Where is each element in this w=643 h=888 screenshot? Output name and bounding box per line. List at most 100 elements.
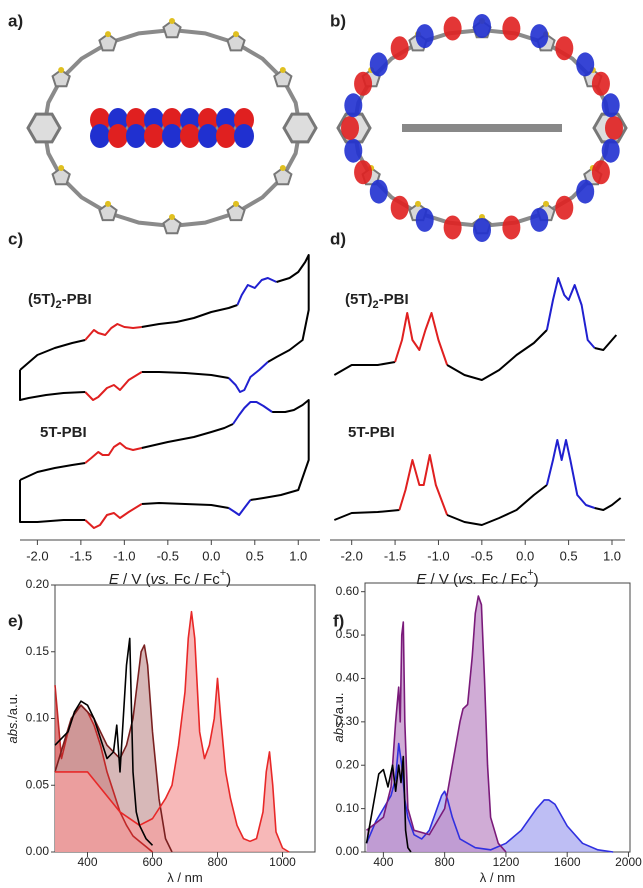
line bbox=[547, 278, 595, 348]
y-tick-label: 0.00 bbox=[26, 844, 50, 858]
y-tick-label: 0.20 bbox=[26, 577, 50, 591]
y-axis-label: abs./a.u. bbox=[5, 694, 20, 744]
orbital-lobe bbox=[216, 124, 236, 148]
annotation: (5T)2-PBI bbox=[28, 291, 92, 311]
panel-label: d) bbox=[330, 229, 346, 248]
orbital-lobe bbox=[576, 52, 594, 76]
x-tick-label: 1.0 bbox=[289, 548, 307, 563]
figure: a) b) c)-2.0-1.5-1.0-0.50.00.51.0E / V (… bbox=[0, 0, 643, 888]
label-part: -PBI bbox=[62, 291, 92, 308]
line bbox=[334, 510, 399, 520]
orbital-lobe bbox=[473, 14, 491, 38]
y-axis-label: abs./a.u. bbox=[331, 693, 346, 743]
label-part: λ / nm bbox=[480, 870, 515, 885]
label-part: /a.u. bbox=[5, 694, 20, 719]
x-axis-label: λ / nm bbox=[167, 870, 202, 885]
line bbox=[447, 330, 547, 380]
line bbox=[595, 335, 617, 350]
orbital-lobe bbox=[502, 17, 520, 41]
line bbox=[547, 440, 595, 508]
x-tick-label: 1600 bbox=[554, 855, 581, 869]
orbital-lobe bbox=[530, 24, 548, 48]
panel-label: b) bbox=[330, 11, 346, 30]
label-part: λ / nm bbox=[167, 870, 202, 885]
annotation: (5T)2-PBI bbox=[345, 291, 409, 311]
orbital-lobe bbox=[370, 52, 388, 76]
molecule bbox=[338, 14, 626, 242]
line bbox=[229, 500, 251, 515]
orbital-lobe bbox=[108, 124, 128, 148]
line bbox=[85, 504, 142, 528]
orbital-lobe bbox=[502, 215, 520, 239]
pbi-core bbox=[402, 124, 562, 132]
y-tick-label: 0.00 bbox=[336, 844, 360, 858]
line bbox=[237, 278, 276, 305]
orbital-lobe bbox=[391, 36, 409, 60]
orbital-lobe bbox=[144, 124, 164, 148]
line bbox=[142, 305, 238, 327]
line bbox=[334, 362, 395, 375]
orbital-lobe bbox=[370, 180, 388, 204]
label-part: Fc / Fc bbox=[477, 571, 527, 588]
label-part: vs. bbox=[458, 571, 477, 588]
orbital-lobe bbox=[416, 24, 434, 48]
x-tick-label: -1.0 bbox=[113, 548, 135, 563]
orbital-lobe bbox=[602, 93, 620, 117]
label-part: / V ( bbox=[426, 571, 458, 588]
orbital-lobe bbox=[90, 124, 110, 148]
sulfur-atom bbox=[105, 201, 111, 207]
line bbox=[268, 255, 309, 362]
line bbox=[20, 480, 85, 522]
x-tick-label: -1.5 bbox=[70, 548, 92, 563]
sulfur-atom bbox=[280, 165, 286, 171]
benzene-ring bbox=[28, 114, 60, 142]
line bbox=[20, 463, 85, 480]
line bbox=[85, 443, 142, 463]
sulfur-atom bbox=[233, 31, 239, 37]
orbital-lobe bbox=[354, 160, 372, 184]
x-tick-label: 800 bbox=[435, 855, 455, 869]
label-part: abs. bbox=[331, 718, 346, 743]
sulfur-atom bbox=[105, 31, 111, 37]
x-axis-label: E / V (vs. Fc / Fc+) bbox=[416, 567, 538, 588]
x-tick-label: 0.5 bbox=[246, 548, 264, 563]
orbital-lobe bbox=[444, 17, 462, 41]
orbital-lobe bbox=[473, 218, 491, 242]
benzene-ring bbox=[284, 114, 316, 142]
panel-label: c) bbox=[8, 229, 23, 248]
y-tick-label: 0.50 bbox=[336, 627, 360, 641]
x-tick-label: 2000 bbox=[615, 855, 642, 869]
x-tick-label: 400 bbox=[373, 855, 393, 869]
x-tick-label: -0.5 bbox=[157, 548, 179, 563]
x-tick-label: 0.0 bbox=[202, 548, 220, 563]
orbital-lobe bbox=[602, 139, 620, 163]
label-part: /a.u. bbox=[331, 693, 346, 718]
y-tick-label: 0.05 bbox=[26, 777, 50, 791]
orbital-lobe bbox=[198, 124, 218, 148]
line bbox=[20, 340, 85, 370]
x-tick-label: -1.5 bbox=[384, 548, 406, 563]
y-tick-label: 0.20 bbox=[336, 757, 360, 771]
orbital-lobe bbox=[162, 124, 182, 148]
sulfur-atom bbox=[543, 201, 549, 207]
y-tick-label: 0.60 bbox=[336, 584, 360, 598]
line bbox=[20, 370, 85, 400]
label-part: (5T) bbox=[28, 291, 56, 308]
orbital-lobe bbox=[391, 196, 409, 220]
orbital-lobe bbox=[416, 208, 434, 232]
line bbox=[250, 400, 308, 500]
y-tick-label: 0.40 bbox=[336, 671, 360, 685]
sulfur-atom bbox=[415, 201, 421, 207]
x-tick-label: 0.5 bbox=[560, 548, 578, 563]
x-tick-label: -2.0 bbox=[340, 548, 362, 563]
y-tick-label: 0.10 bbox=[336, 801, 360, 815]
orbital-lobe bbox=[605, 116, 623, 140]
orbital-lobe bbox=[344, 139, 362, 163]
line bbox=[595, 498, 621, 510]
line bbox=[85, 372, 142, 400]
line bbox=[142, 503, 229, 508]
line bbox=[447, 485, 547, 525]
sulfur-atom bbox=[169, 214, 175, 220]
orbital-lobe bbox=[180, 124, 200, 148]
line bbox=[142, 424, 233, 448]
